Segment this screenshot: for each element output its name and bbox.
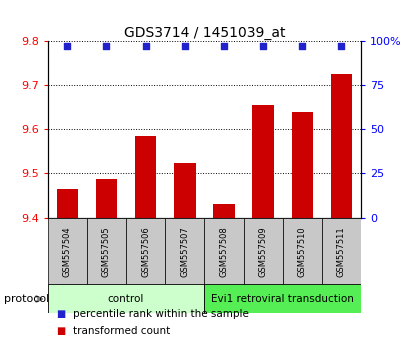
Bar [205,284,361,313]
Text: ■: ■ [56,309,65,319]
Bar [252,105,274,218]
Point [221,43,227,49]
Text: percentile rank within the sample: percentile rank within the sample [73,309,249,319]
Bar [165,218,204,285]
Bar [322,218,361,285]
Point [64,43,71,49]
Bar [126,218,165,285]
Bar [48,284,205,313]
Text: ■: ■ [56,326,65,336]
Text: GSM557507: GSM557507 [180,226,189,277]
Bar [244,218,283,285]
Text: GSM557504: GSM557504 [63,226,72,277]
Text: GSM557511: GSM557511 [337,226,346,277]
Point [142,43,149,49]
Text: control: control [108,294,144,304]
Bar [205,218,244,285]
Text: GSM557510: GSM557510 [298,226,307,277]
Title: GDS3714 / 1451039_at: GDS3714 / 1451039_at [124,26,285,40]
Bar [174,163,195,218]
Bar [48,218,87,285]
Text: protocol: protocol [4,294,49,304]
Text: GSM557508: GSM557508 [220,226,229,277]
Bar [331,74,352,218]
Bar [291,113,313,218]
Text: GSM557505: GSM557505 [102,226,111,277]
Point [260,43,266,49]
Point [181,43,188,49]
Text: Evi1 retroviral transduction: Evi1 retroviral transduction [211,294,354,304]
Point [338,43,345,49]
Text: transformed count: transformed count [73,326,170,336]
Point [299,43,305,49]
Bar [283,218,322,285]
Bar [96,179,117,218]
Bar [213,204,235,218]
Bar [56,189,78,218]
Text: GSM557506: GSM557506 [141,226,150,277]
Bar [87,218,126,285]
Point [103,43,110,49]
Text: GSM557509: GSM557509 [259,226,268,277]
Bar [135,136,156,218]
